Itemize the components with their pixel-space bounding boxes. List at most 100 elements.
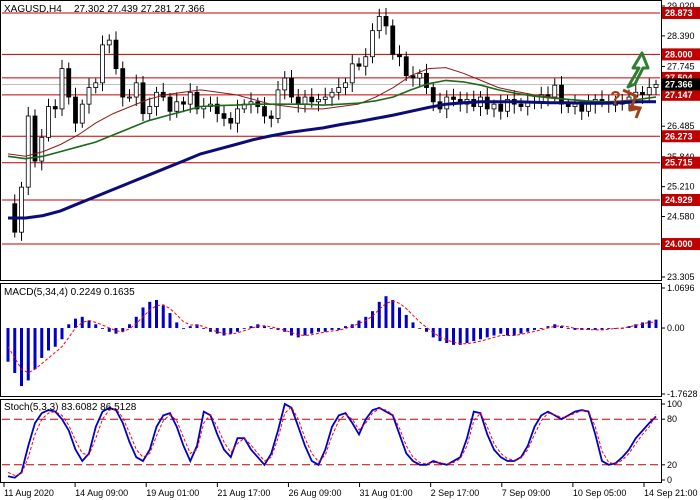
macd-bar: [607, 328, 611, 329]
macd-bar: [107, 328, 111, 332]
macd-bar: [506, 328, 509, 336]
candle-body: [32, 115, 38, 162]
macd-plot: [6, 296, 658, 387]
macd-bar: [492, 328, 496, 336]
price-tick-label: 23.305: [667, 272, 695, 282]
macd-tick-label: 0.00: [667, 323, 685, 333]
macd-bar: [121, 328, 125, 332]
macd-bar: [182, 328, 185, 329]
candle-body: [113, 39, 119, 69]
candle-body: [228, 117, 234, 124]
time-tick-label: 14 Sep 21:00: [644, 488, 698, 498]
macd-bar: [303, 328, 307, 336]
candle-body: [282, 77, 288, 91]
macd-bar: [229, 328, 233, 334]
candle-body: [579, 103, 585, 112]
macd-bar: [175, 322, 179, 329]
price-plot: [2, 8, 660, 245]
macd-bar: [263, 326, 266, 329]
macd-bar: [290, 328, 293, 336]
time-tick-label: 19 Aug 01:00: [146, 488, 199, 498]
macd-bar: [20, 328, 23, 387]
macd-bar: [53, 328, 57, 347]
ohlc-readout: 27.302 27.439 27.281 27.366: [74, 4, 205, 15]
candle-body: [79, 103, 85, 124]
time-tick-label: 10 Sep 05:00: [573, 488, 627, 498]
candle-body: [403, 56, 409, 77]
candle-body: [235, 108, 240, 124]
moving-average-ma-slow: [8, 100, 656, 220]
candle-body: [505, 99, 510, 112]
arrow-down-icon: [622, 88, 643, 119]
axes: 29.02028.39027.74527.10026.48525.84025.2…: [3, 1, 700, 498]
candle-body: [424, 72, 429, 88]
macd-bar: [533, 328, 536, 330]
candle-body: [518, 103, 524, 107]
macd-bar: [573, 328, 577, 330]
candle-body: [93, 82, 99, 88]
price-panel: [0, 0, 662, 281]
macd-bar: [114, 328, 118, 334]
candle-body: [322, 96, 328, 100]
macd-bar: [344, 326, 347, 329]
stoch-signal-line: [7, 406, 657, 476]
macd-bar: [161, 305, 165, 329]
stoch-tick-label: 80: [667, 414, 677, 424]
candle-body: [59, 68, 65, 110]
candle-body: [430, 87, 436, 103]
candle-body: [653, 84, 659, 88]
macd-bar: [87, 320, 91, 329]
level-tag-label: 24.929: [665, 195, 693, 205]
macd-bar: [614, 328, 617, 329]
time-tick-label: 26 Aug 09:00: [288, 488, 341, 498]
time-tick-label: 2 Sep 17:00: [431, 488, 480, 498]
macd-bar: [512, 328, 516, 336]
candle-body: [309, 96, 315, 103]
macd-bar: [168, 313, 172, 329]
candle-body: [46, 106, 51, 138]
level-tag: [662, 6, 700, 19]
question-mark-icon: ?: [610, 88, 621, 108]
candle-body: [329, 91, 335, 98]
candle-body: [498, 103, 504, 112]
candle-body: [147, 106, 153, 115]
candle-body: [140, 82, 146, 115]
macd-bar: [654, 319, 658, 329]
candle-body: [25, 115, 31, 188]
macd-bar: [539, 328, 543, 329]
macd-bar: [411, 322, 415, 329]
arrow-up-icon: [626, 51, 650, 89]
macd-panel: [0, 283, 662, 397]
candle-body: [552, 84, 558, 98]
time-tick-label: 11 Aug 2020: [4, 488, 54, 498]
macd-bar: [485, 328, 489, 338]
moving-average-ma-fast: [7, 67, 657, 157]
macd-bar: [269, 328, 273, 329]
candle-body: [127, 96, 132, 99]
candle-body: [214, 103, 220, 115]
macd-bar: [425, 328, 428, 332]
macd-bar: [371, 311, 374, 329]
candle-body: [491, 103, 497, 110]
macd-bar: [465, 328, 469, 343]
level-tag-label: 26.273: [665, 131, 693, 141]
macd-bar: [445, 328, 449, 343]
price-tick-label: 29.020: [667, 1, 695, 11]
candle-body: [133, 82, 139, 98]
candle-body: [349, 63, 355, 84]
macd-bar: [188, 326, 192, 329]
candle-body: [181, 101, 186, 105]
macd-bar: [566, 328, 570, 329]
stochastic-title: Stoch(5,3,3) 83.6082 86.5128: [4, 402, 137, 413]
macd-bar: [6, 328, 10, 362]
macd-bar: [391, 299, 395, 329]
candle-body: [187, 91, 193, 105]
level-tag-label: 28.000: [665, 49, 693, 59]
macd-bar: [134, 316, 138, 329]
level-tag-label: 25.715: [665, 158, 693, 168]
candle-body: [343, 82, 348, 88]
candle-body: [289, 77, 294, 98]
macd-signal-line: [7, 300, 657, 374]
candle-body: [100, 44, 105, 84]
